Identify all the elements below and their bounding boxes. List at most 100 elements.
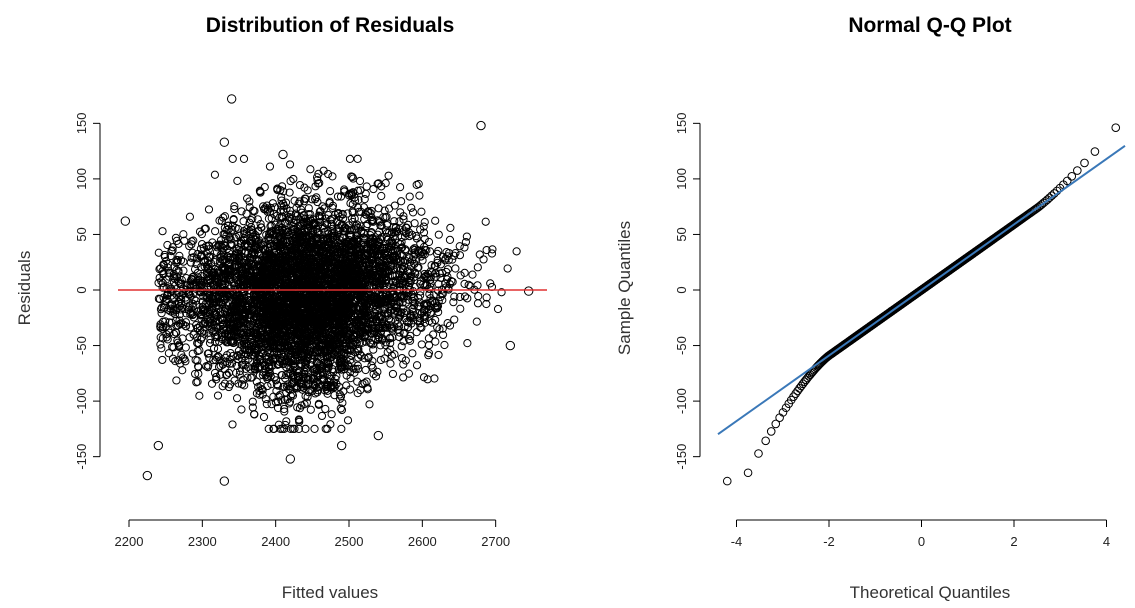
data-point (289, 174, 298, 184)
data-point (242, 277, 252, 286)
data-point (431, 272, 440, 281)
data-point (420, 269, 429, 279)
data-point (216, 273, 226, 282)
data-point (250, 206, 259, 216)
data-point (205, 293, 214, 302)
data-point (406, 336, 415, 345)
data-point (397, 237, 406, 247)
residuals-chart: Distribution of Residuals Fitted values … (15, 14, 547, 602)
data-point (364, 353, 373, 363)
data-point (311, 182, 320, 191)
data-point (316, 207, 325, 216)
data-point (235, 339, 245, 348)
data-point (463, 294, 472, 303)
data-point (265, 246, 274, 255)
data-point (415, 316, 425, 326)
data-point (413, 263, 422, 272)
data-point (372, 328, 381, 337)
data-point (257, 223, 266, 232)
data-point (430, 374, 439, 383)
data-point (314, 169, 323, 178)
data-point (362, 377, 371, 386)
data-point (200, 317, 210, 326)
data-point (443, 252, 452, 261)
data-point (168, 246, 177, 255)
data-point (376, 355, 385, 365)
data-point (189, 236, 198, 245)
data-point (460, 279, 469, 289)
data-point (389, 265, 398, 274)
data-point (343, 209, 352, 218)
data-point (209, 299, 218, 308)
data-point (397, 353, 407, 363)
data-point (348, 172, 357, 182)
data-point (462, 232, 471, 241)
data-point (264, 269, 274, 278)
data-point (245, 197, 254, 206)
data-point (222, 269, 231, 278)
data-point (277, 196, 286, 205)
data-point (314, 317, 323, 326)
data-point (327, 241, 336, 251)
data-point (166, 251, 175, 261)
data-point (378, 244, 388, 253)
data-point (482, 293, 491, 302)
data-point (237, 207, 246, 216)
data-point (277, 201, 286, 210)
data-point (268, 199, 277, 208)
data-point (416, 291, 425, 300)
data-point (346, 351, 356, 360)
data-point (384, 243, 394, 252)
data-point (246, 266, 255, 276)
data-point (204, 264, 213, 273)
data-point (434, 230, 443, 239)
data-point (286, 424, 295, 433)
data-point (228, 154, 237, 163)
data-point (366, 339, 376, 348)
data-point (360, 215, 369, 224)
data-point (275, 323, 284, 332)
data-point (292, 246, 301, 255)
data-point (417, 340, 426, 349)
data-point (512, 247, 521, 256)
data-point (193, 356, 202, 365)
data-point (165, 268, 174, 278)
data-point (445, 321, 455, 330)
data-point (456, 304, 465, 313)
data-point (226, 235, 235, 244)
data-point (192, 378, 201, 387)
data-point (435, 325, 444, 334)
data-point (323, 377, 332, 387)
data-point (455, 251, 465, 260)
data-point (474, 292, 483, 301)
data-point (310, 374, 319, 383)
data-point (248, 397, 257, 406)
data-point (204, 205, 214, 214)
data-point (343, 345, 352, 354)
data-point (449, 251, 459, 260)
data-point (387, 228, 397, 237)
data-point (315, 379, 324, 389)
data-point (275, 344, 284, 353)
data-point (385, 258, 394, 267)
data-point (234, 243, 244, 252)
data-point (338, 398, 347, 407)
data-point (280, 404, 289, 414)
data-point (396, 311, 405, 320)
data-point (440, 340, 449, 350)
data-point (401, 229, 410, 238)
data-point (240, 333, 249, 342)
data-point (211, 227, 220, 236)
data-point (295, 268, 304, 277)
data-point (434, 350, 443, 360)
data-point (393, 227, 402, 236)
data-point (301, 391, 310, 401)
data-point (331, 374, 340, 384)
data-point (323, 169, 333, 179)
data-point (211, 273, 220, 282)
data-point (312, 193, 321, 202)
data-point (376, 275, 385, 284)
data-point (296, 232, 305, 241)
data-point (464, 280, 473, 289)
data-point (429, 296, 438, 306)
